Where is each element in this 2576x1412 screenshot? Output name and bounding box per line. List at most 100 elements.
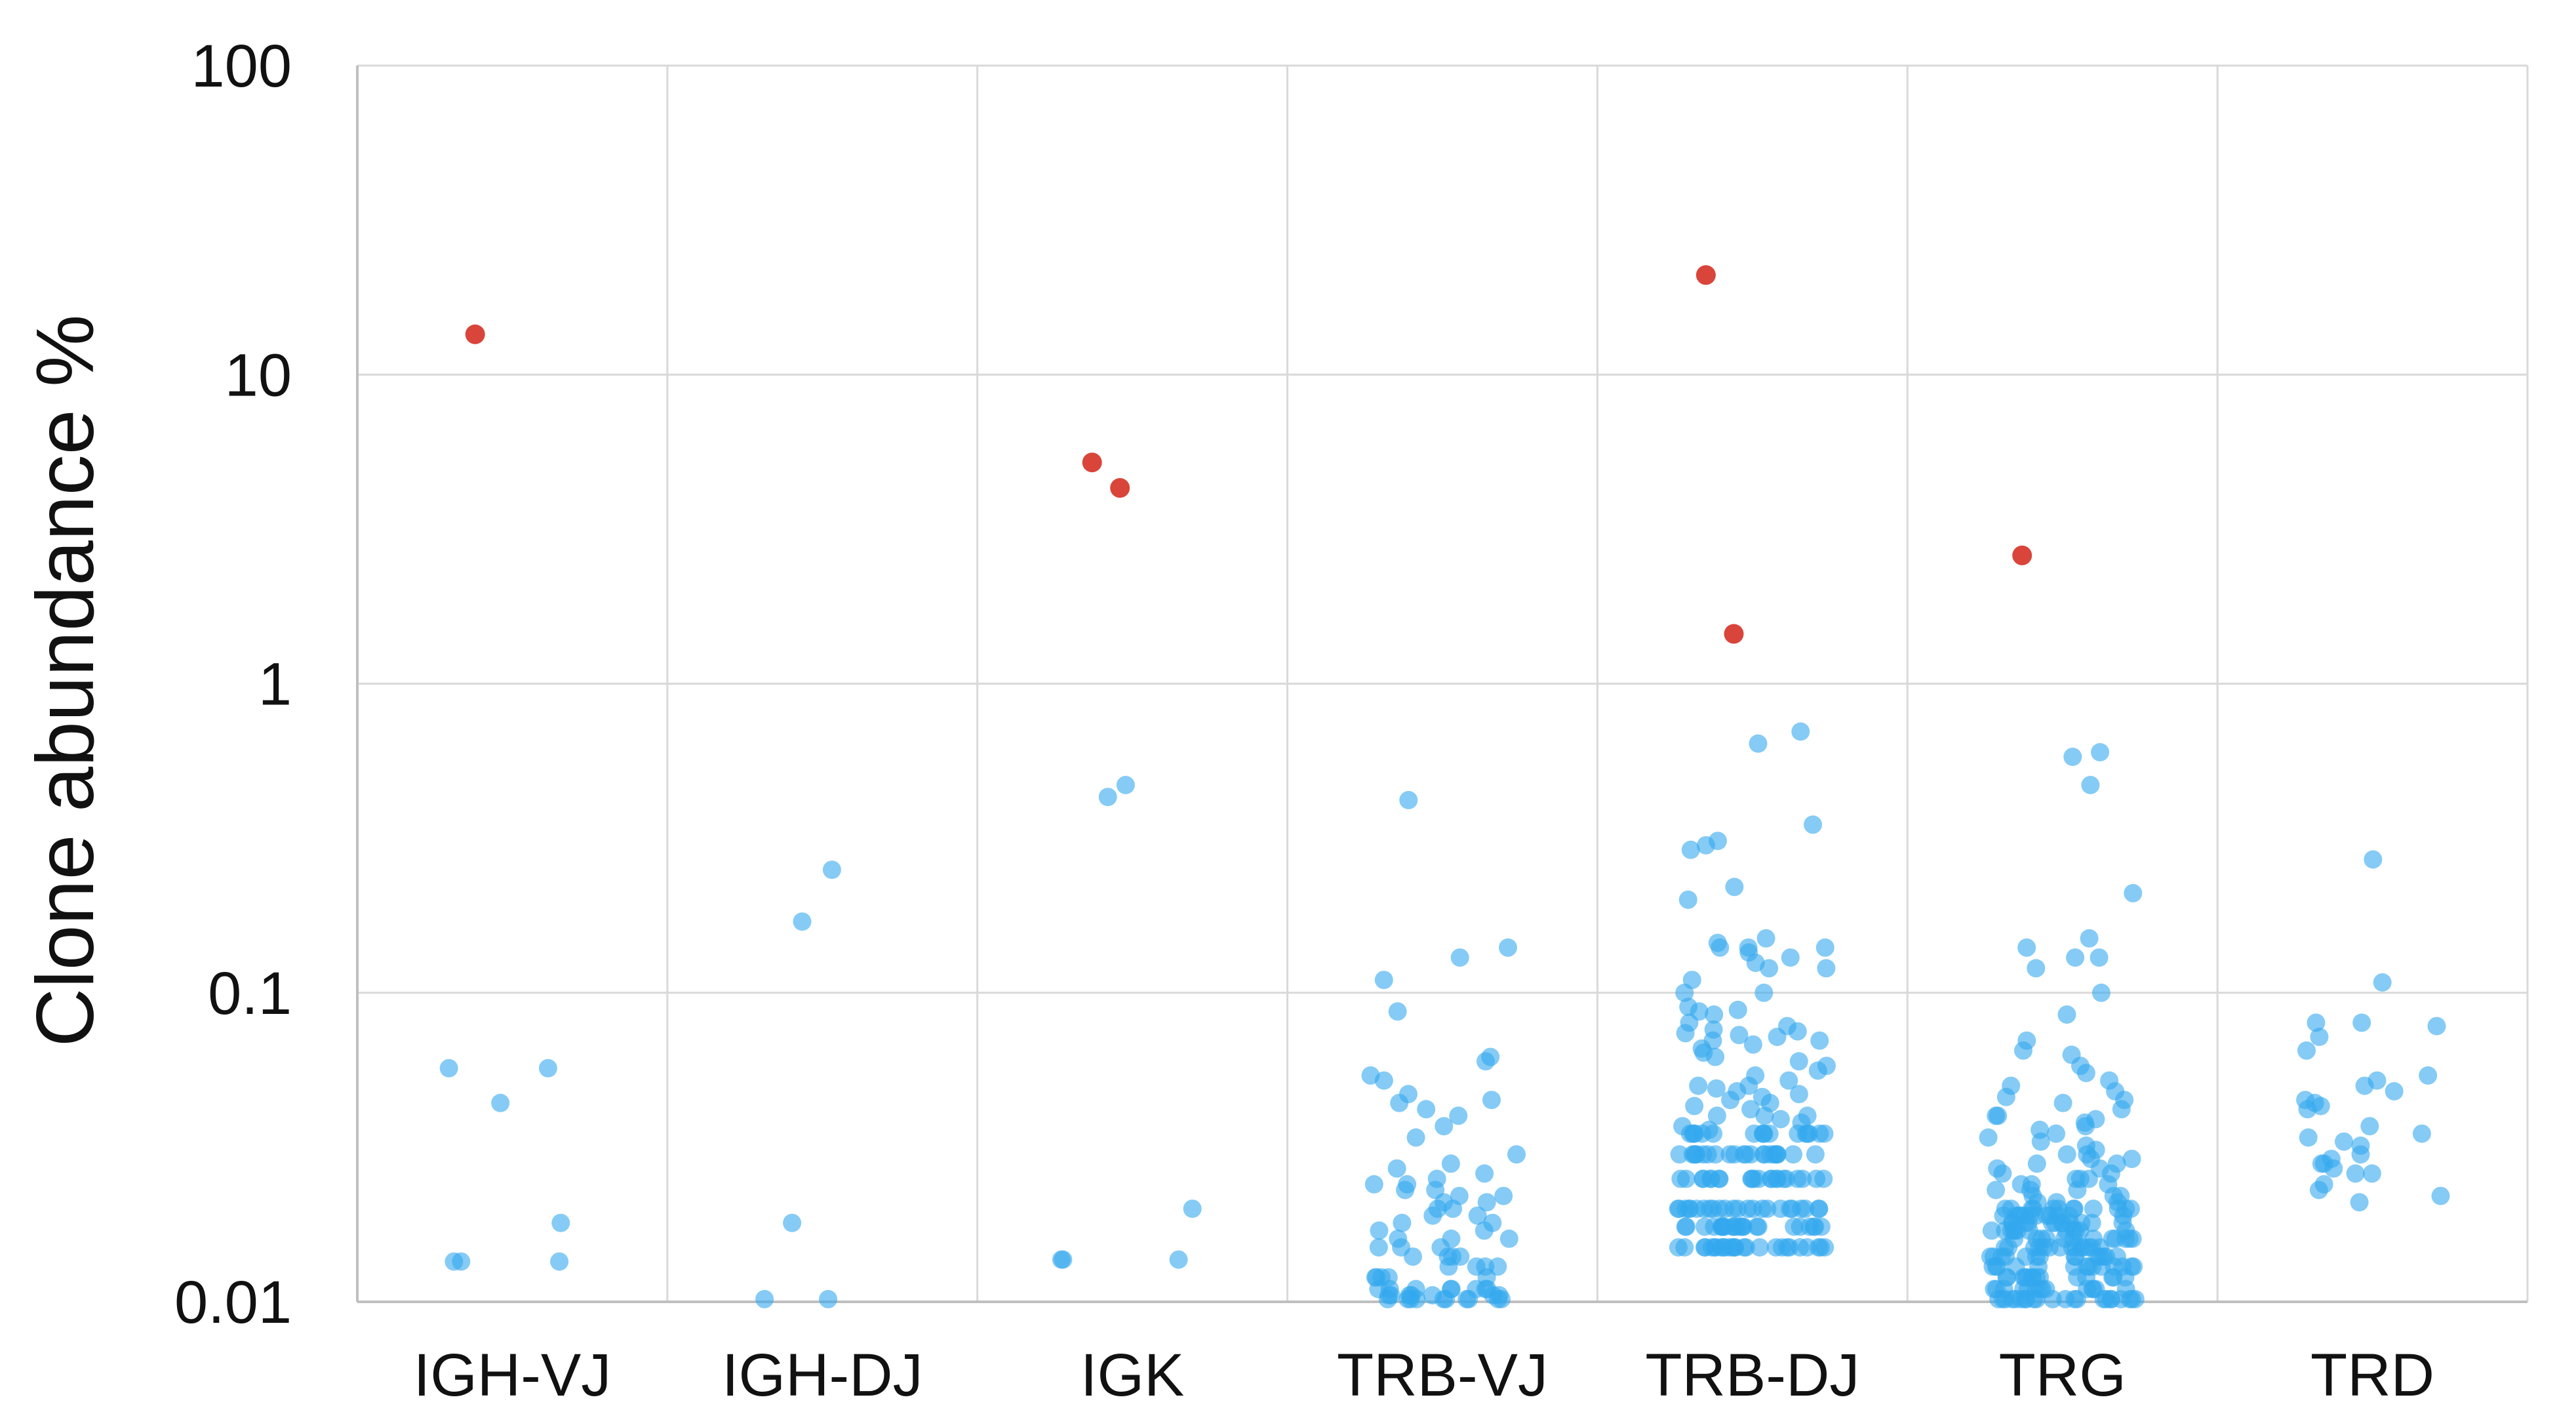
clone-point [1434, 1289, 1453, 1308]
clone-point [2080, 929, 2099, 948]
clone-point [2091, 983, 2110, 1002]
x-tick-label: TRG [1999, 1342, 2126, 1409]
clone-point [819, 1289, 838, 1308]
clone-point [1477, 1193, 1496, 1212]
clone-point [1676, 1024, 1695, 1043]
clone-point [1450, 948, 1469, 967]
clone-point [1768, 1028, 1787, 1046]
clone-point [2346, 1164, 2365, 1183]
clone-point [1817, 959, 1836, 978]
x-tick-labels: IGH-VJ IGH-DJ IGK TRB-VJ TRB-DJ TRG TRD [414, 1342, 2434, 1409]
clone-point [1406, 1128, 1425, 1147]
clone-point [1753, 1200, 1772, 1219]
clone-point [1796, 1200, 1815, 1219]
clone-point [1706, 1145, 1725, 1164]
x-tick-label: TRD [2310, 1342, 2434, 1409]
clone-point [1749, 1217, 1768, 1236]
clone-point [1989, 1106, 2008, 1125]
clone-point [2027, 1154, 2046, 1173]
clone-point [550, 1252, 569, 1271]
clone-point [1404, 1247, 1422, 1266]
clone-point [1364, 1175, 1383, 1194]
clone-point [1749, 734, 1768, 753]
x-tick-label: TRB-VJ [1337, 1342, 1548, 1409]
clone-point [2053, 1093, 2072, 1112]
clone-point [1695, 1238, 1714, 1257]
clone-point [1449, 1106, 1468, 1125]
clone-point [1750, 1238, 1769, 1257]
clone-point [2079, 1169, 2098, 1188]
clone-point [1494, 1186, 1513, 1205]
clone-point [2076, 1064, 2095, 1083]
clone-point [1169, 1250, 1188, 1269]
clone-point [755, 1289, 774, 1308]
clone-point [2102, 1289, 2121, 1308]
clone-point [793, 912, 812, 931]
clone-point [1781, 948, 1800, 967]
clone-point [1669, 1238, 1688, 1257]
clone-point [2027, 959, 2046, 978]
clone-point [1724, 1200, 1743, 1219]
clone-point [1183, 1200, 1202, 1219]
dominant-clone-point [1082, 453, 1102, 473]
clone-point [2047, 1124, 2065, 1143]
clone-point [2310, 1028, 2329, 1046]
clone-point [2352, 1013, 2371, 1032]
clone-point [1676, 1217, 1695, 1236]
clone-point [1499, 938, 1517, 957]
dominant-clone-point [1724, 624, 1744, 644]
clone-point [2309, 1180, 2328, 1200]
dominant-clone-point [465, 324, 485, 344]
clone-point [2373, 973, 2392, 992]
clone-point [1766, 1238, 1785, 1257]
clone-point [2120, 1289, 2139, 1308]
clone-point [1399, 791, 1418, 809]
data-points [439, 265, 2450, 1308]
clone-point [1675, 983, 1694, 1002]
clone-point [2385, 1082, 2404, 1100]
clone-point [538, 1059, 557, 1078]
clone-point [1754, 983, 1773, 1002]
dominant-clone-point [2012, 545, 2032, 565]
clone-point [1987, 1180, 2006, 1200]
clone-point [1475, 1221, 1494, 1240]
clone-point [2335, 1132, 2353, 1151]
clone-point [2068, 1180, 2087, 1200]
clone-point [1388, 1002, 1407, 1021]
clone-point [2091, 743, 2110, 761]
y-tick-label: 100 [191, 33, 292, 100]
clone-point [1736, 1238, 1755, 1257]
clone-point [1468, 1206, 1487, 1225]
clone-point [2057, 1145, 2076, 1164]
clone-point [1779, 1071, 1798, 1090]
clone-point [1791, 722, 1810, 741]
clone-point [1810, 1031, 1829, 1050]
clone-point [1725, 1145, 1744, 1164]
clone-point [1806, 1145, 1825, 1164]
clone-point [1680, 1124, 1699, 1143]
clone-point [1670, 1145, 1689, 1164]
clone-point [2299, 1128, 2318, 1147]
clone-point [1712, 1238, 1731, 1257]
clone-point [1760, 959, 1779, 978]
clone-point [783, 1213, 802, 1232]
clone-point [2063, 748, 2082, 766]
clone-point [2051, 1238, 2070, 1257]
clone-point [2431, 1186, 2450, 1205]
clone-point [1687, 1145, 1706, 1164]
clone-point [1423, 1206, 1442, 1225]
clone-point [2122, 1150, 2141, 1169]
clone-point [1685, 1097, 1704, 1116]
clone-point [2084, 1200, 2103, 1219]
clone-point [1789, 1085, 1808, 1104]
clone-point [1705, 1005, 1724, 1024]
clone-point [491, 1093, 510, 1112]
clone-point [1728, 1000, 1747, 1019]
clone-point [1707, 1079, 1726, 1098]
clone-point [1681, 840, 1700, 859]
clone-point [1815, 1124, 1834, 1143]
clone-point [1996, 1087, 2015, 1106]
clone-point [2351, 1145, 2370, 1164]
clone-point [1725, 877, 1744, 897]
clone-point [1439, 1257, 1458, 1276]
